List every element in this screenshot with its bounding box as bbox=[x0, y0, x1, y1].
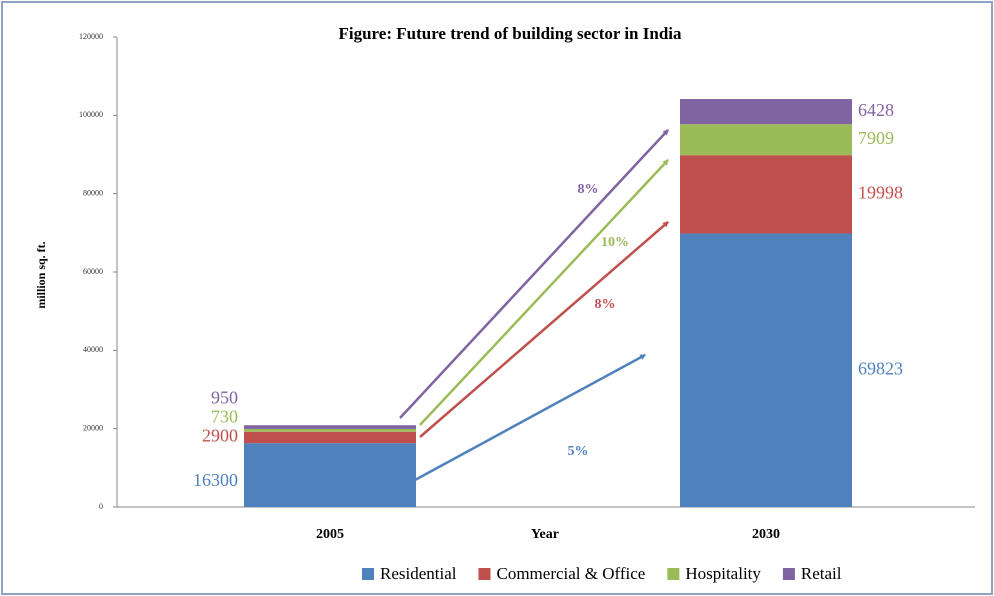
bar-segment bbox=[680, 99, 852, 125]
data-label: 950 bbox=[211, 388, 238, 408]
data-label: 730 bbox=[211, 407, 238, 427]
legend-swatch bbox=[362, 568, 374, 580]
data-label: 69823 bbox=[858, 358, 903, 378]
bar-segment bbox=[680, 233, 852, 507]
data-label: 6428 bbox=[858, 100, 894, 120]
bar-segment bbox=[680, 124, 852, 156]
growth-label: 8% bbox=[578, 182, 599, 197]
legend-swatch bbox=[782, 568, 795, 580]
data-label: 2900 bbox=[202, 426, 238, 446]
legend-swatch bbox=[667, 568, 680, 580]
y-tick-label: 40000 bbox=[83, 345, 103, 354]
chart-title: Figure: Future trend of building sector … bbox=[338, 24, 682, 43]
growth-label: 8% bbox=[595, 297, 616, 312]
y-tick-label: 100000 bbox=[79, 110, 103, 119]
bar-segment bbox=[244, 443, 416, 507]
y-tick-label: 120000 bbox=[79, 32, 103, 41]
legend-label: Retail bbox=[801, 564, 842, 583]
bar-segment bbox=[680, 155, 852, 234]
x-axis-label: Year bbox=[531, 527, 559, 542]
y-tick-label: 0 bbox=[99, 502, 103, 511]
data-label: 16300 bbox=[193, 470, 238, 490]
legend-label: Hospitality bbox=[685, 564, 761, 583]
bar-segment bbox=[244, 431, 416, 444]
growth-arrow bbox=[399, 129, 669, 419]
x-tick-label: 2030 bbox=[752, 527, 780, 542]
growth-label: 5% bbox=[568, 444, 589, 459]
x-tick-label: 2005 bbox=[316, 527, 344, 542]
legend-label: Commercial & Office bbox=[496, 564, 645, 583]
y-tick-label: 80000 bbox=[83, 188, 103, 197]
data-label: 19998 bbox=[858, 182, 903, 202]
growth-arrow bbox=[414, 353, 647, 482]
growth-label: 10% bbox=[601, 235, 629, 250]
bar-segment bbox=[244, 425, 416, 429]
y-tick-label: 20000 bbox=[83, 423, 103, 432]
y-axis-label: million sq. ft. bbox=[34, 241, 48, 308]
bar-segment bbox=[244, 428, 416, 432]
growth-arrow bbox=[419, 221, 669, 438]
legend-swatch bbox=[478, 568, 491, 580]
legend-label: Residential bbox=[380, 564, 457, 583]
y-tick-label: 60000 bbox=[83, 267, 103, 276]
data-label: 7909 bbox=[858, 128, 894, 148]
growth-arrow bbox=[419, 159, 669, 426]
